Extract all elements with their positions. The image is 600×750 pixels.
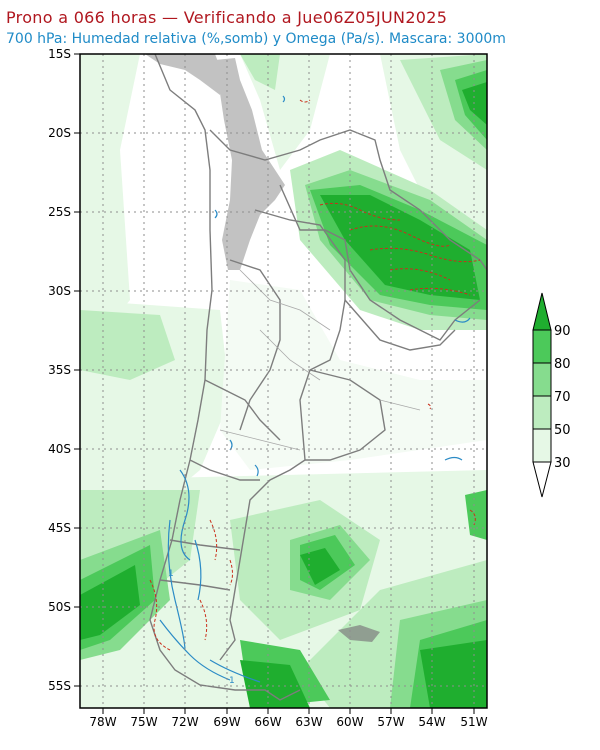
lat-label: 30S — [48, 284, 71, 298]
graticule — [80, 54, 487, 708]
lat-label: 45S — [48, 521, 71, 535]
axis-ticks — [74, 53, 475, 714]
lat-label: 50S — [48, 600, 71, 614]
lat-label: 25S — [48, 205, 71, 219]
map-frame — [79, 53, 488, 709]
legend-swatch-80 — [532, 329, 552, 364]
legend-swatch-50 — [532, 395, 552, 430]
lon-label: 51W — [460, 715, 487, 729]
lon-label: 63W — [295, 715, 322, 729]
lon-label: 57W — [377, 715, 404, 729]
lat-label: 15S — [48, 47, 71, 61]
lon-label: 78W — [89, 715, 116, 729]
latitude-labels: 15S 20S 25S 30S 35S 40S 45S 50S 55S — [48, 47, 71, 693]
lon-label: 72W — [171, 715, 198, 729]
legend-labels: 90 80 70 50 30 — [554, 324, 571, 471]
lat-label: 40S — [48, 442, 71, 456]
humidity-shading — [80, 54, 487, 708]
map-panel: 1 1 — [80, 54, 487, 708]
province-borders — [219, 269, 421, 451]
legend-label: 50 — [554, 423, 571, 438]
color-legend — [532, 292, 552, 498]
legend-swatch-70 — [532, 362, 552, 397]
legend-label: 90 — [554, 324, 571, 339]
legend-swatch-below — [532, 461, 552, 498]
lon-label: 60W — [336, 715, 363, 729]
legend-label: 70 — [554, 390, 571, 405]
lat-label: 20S — [48, 126, 71, 140]
lon-label: 75W — [130, 715, 157, 729]
terrain-mask — [145, 54, 285, 270]
legend-label: 30 — [554, 456, 571, 471]
lat-label: 55S — [48, 679, 71, 693]
omega-positive-contours — [149, 99, 481, 651]
lon-label: 54W — [418, 715, 445, 729]
legend-swatch-90 — [532, 292, 552, 331]
omega-negative-contours — [159, 95, 471, 683]
lat-label: 35S — [48, 363, 71, 377]
contour-label: 1 — [229, 676, 235, 686]
lon-label: 69W — [213, 715, 240, 729]
contour-label: 1 — [168, 569, 174, 579]
legend-label: 80 — [554, 357, 571, 372]
lon-label: 66W — [254, 715, 281, 729]
longitude-labels: 78W 75W 72W 69W 66W 63W 60W 57W 54W 51W — [89, 715, 487, 729]
legend-swatch-30 — [532, 428, 552, 463]
falkland-islands — [338, 625, 380, 642]
map-subtitle: 700 hPa: Humedad relativa (%,somb) y Ome… — [6, 31, 506, 47]
map-title: Prono a 066 horas — Verificando a Jue06Z… — [6, 8, 448, 27]
